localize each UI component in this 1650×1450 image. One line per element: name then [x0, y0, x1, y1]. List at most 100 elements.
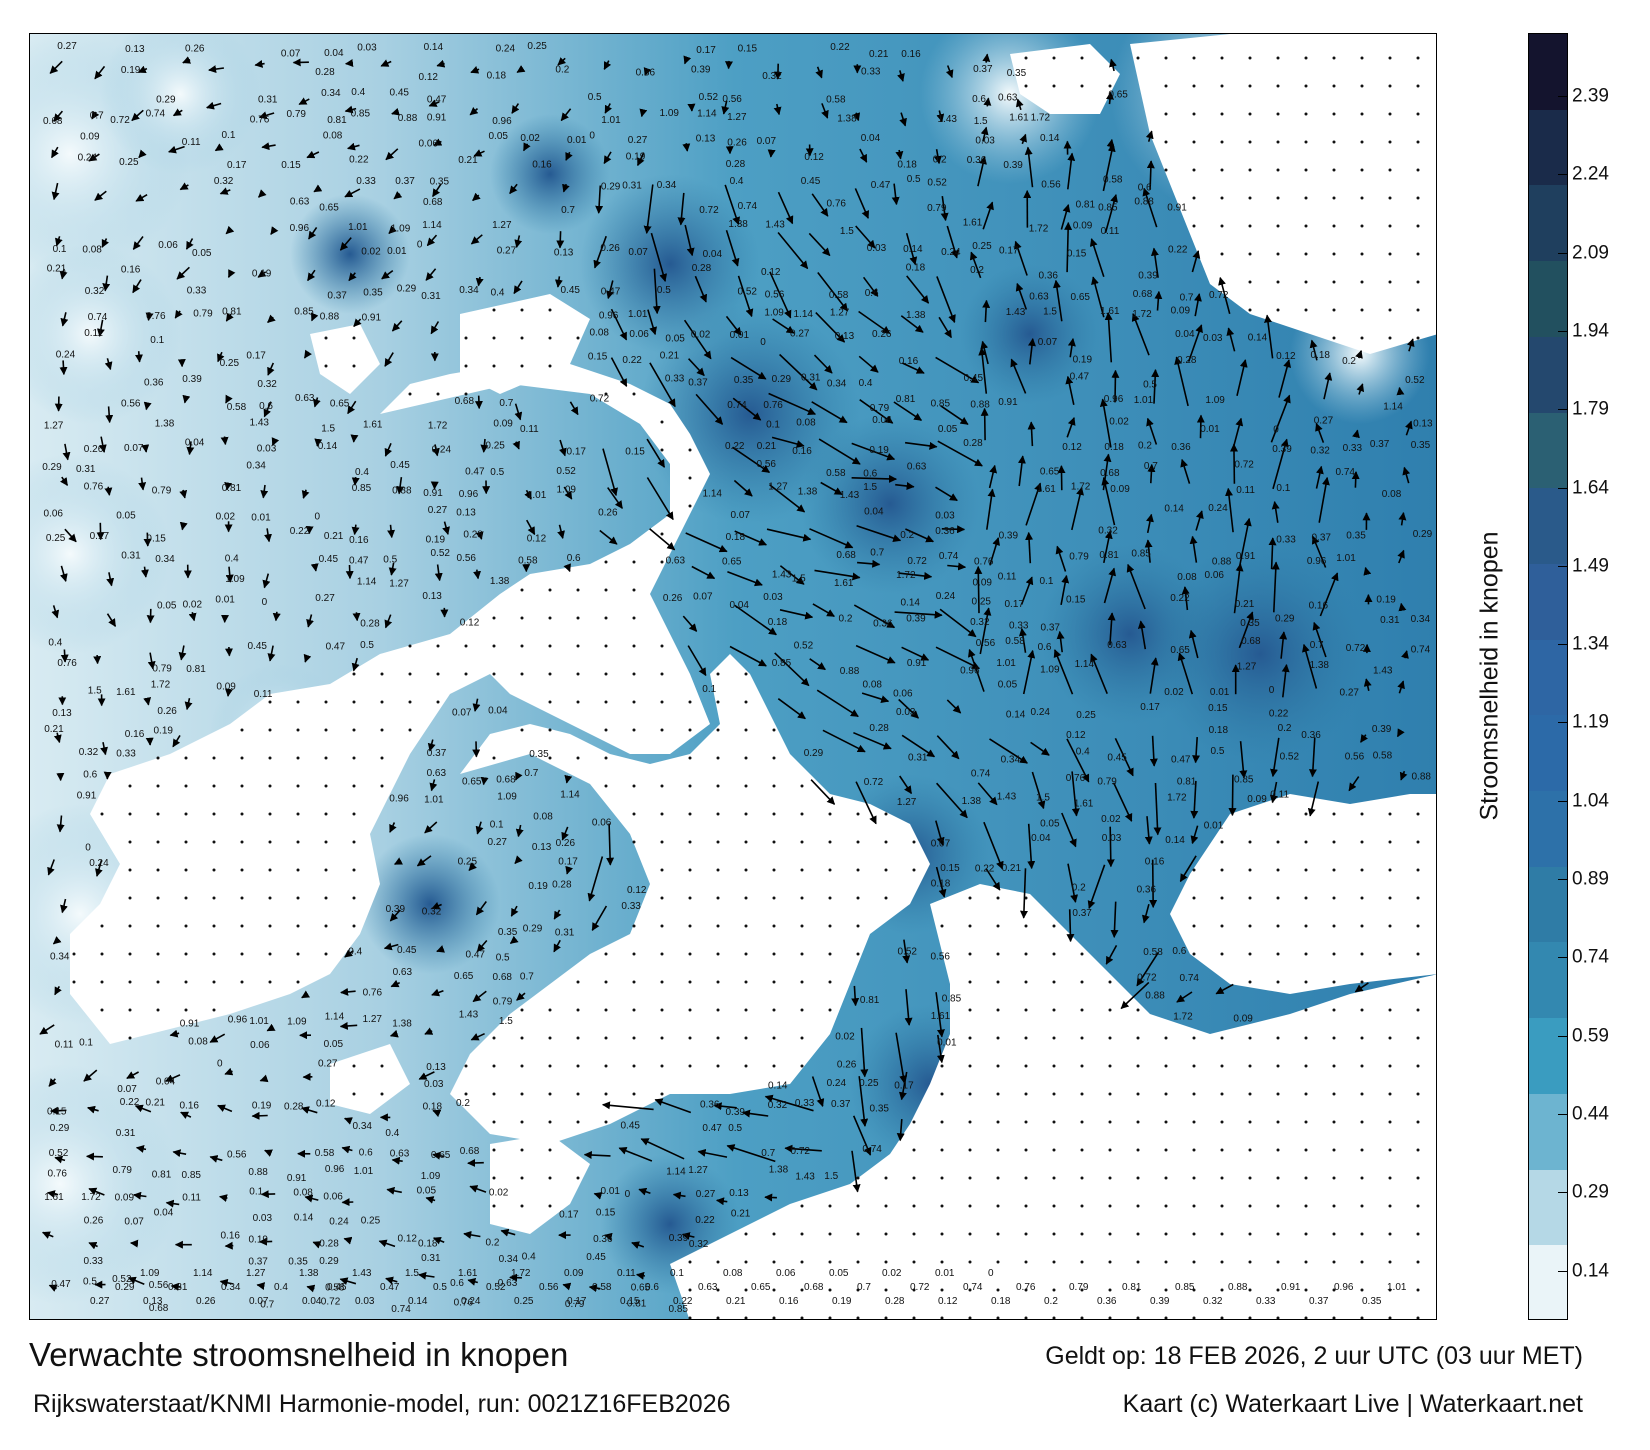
current-arrow [1238, 611, 1254, 649]
grid-dot [1332, 924, 1336, 928]
grid-dot [548, 1120, 552, 1124]
current-arrow [272, 611, 281, 622]
speed-value-label: 0.56 [931, 952, 951, 963]
grid-dot [492, 1148, 496, 1152]
speed-value-label: 0.79 [113, 1165, 133, 1176]
current-arrow [817, 272, 849, 312]
grid-dot [828, 924, 832, 928]
grid-dot [1164, 1316, 1168, 1319]
grid-dot [576, 672, 580, 676]
speed-value-label: 0.05 [324, 1039, 344, 1050]
speed-value-label: 0.63 [295, 393, 315, 404]
speed-value-label: 0.15 [588, 351, 608, 362]
speed-value-label: 0.74 [862, 1144, 882, 1155]
current-arrow [638, 1187, 651, 1196]
speed-value-label: 0.02 [361, 246, 381, 257]
grid-dot [632, 644, 636, 648]
grid-dot [1416, 840, 1420, 844]
speed-value-label: 0.32 [79, 747, 99, 758]
speed-value-label: 0.45 [390, 88, 410, 99]
current-arrow [643, 67, 652, 76]
speed-value-label: 0.31 [168, 1282, 188, 1293]
speed-value-label: 0.88 [1412, 771, 1432, 782]
grid-dot [436, 644, 440, 648]
speed-value-label: 0.29 [1275, 614, 1295, 625]
current-arrow [41, 1231, 54, 1239]
current-arrow [1114, 737, 1134, 777]
grid-dot [772, 896, 776, 900]
current-arrow [810, 779, 836, 805]
deep-channel-patch [360, 834, 500, 974]
grid-dot [1052, 1232, 1056, 1236]
grid-dot [212, 812, 216, 816]
grid-dot [1192, 1092, 1196, 1096]
grid-dot [912, 868, 916, 872]
current-arrow [1099, 398, 1112, 448]
current-arrow [1137, 620, 1147, 650]
speed-value-label: 0.96 [389, 794, 409, 805]
speed-value-label: 0.13 [729, 1188, 749, 1199]
speed-value-label: 0.31 [908, 753, 928, 764]
grid-dot [1360, 336, 1364, 340]
grid-dot [968, 1008, 972, 1012]
colorbar-tick-label: 2.39 [1572, 85, 1609, 107]
current-arrow [895, 149, 904, 160]
current-arrow [771, 436, 805, 448]
current-arrow [1351, 471, 1360, 488]
grid-dot [352, 756, 356, 760]
speed-value-label: 0.52 [898, 947, 918, 958]
grid-dot [1136, 1232, 1140, 1236]
current-arrow [854, 188, 870, 219]
grid-dot [1220, 868, 1224, 872]
current-arrow [522, 142, 531, 152]
grid-dot [996, 1316, 1000, 1319]
speed-value-label: 0.5 [1211, 746, 1225, 757]
grid-dot [856, 896, 860, 900]
speed-value-label: 0.18 [991, 1296, 1011, 1307]
current-speed-map[interactable]: 0.27 0.13 0.26 0.07 0.04 0.03 0.14 0.24 0.25 0.17… [29, 33, 1437, 1320]
current-arrow [386, 1186, 402, 1195]
speed-value-label: 0.37 [973, 64, 993, 75]
current-arrow [779, 353, 818, 391]
grid-dot [632, 1064, 636, 1068]
speed-value-label: 0.21 [731, 1209, 751, 1220]
grid-dot [128, 1036, 132, 1040]
grid-dot [1164, 1064, 1168, 1068]
speed-value-label: 0.35 [288, 1257, 308, 1268]
current-arrow [553, 939, 561, 953]
grid-dot [1164, 1232, 1168, 1236]
current-arrow [224, 481, 233, 491]
speed-value-label: 0.47 [465, 467, 485, 478]
grid-dot [856, 1232, 860, 1236]
current-arrow [777, 231, 809, 270]
speed-value-label: 0.27 [488, 837, 508, 848]
current-arrow [1102, 143, 1116, 192]
grid-dot [1276, 1120, 1280, 1124]
speed-value-label: 0.45 [801, 176, 821, 187]
current-arrow [947, 562, 967, 571]
current-arrow [516, 992, 526, 1001]
grid-dot [1024, 1036, 1028, 1040]
grid-dot [996, 980, 1000, 984]
grid-dot [1332, 308, 1336, 312]
speed-value-label: 0.4 [348, 946, 362, 957]
grid-dot [800, 1008, 804, 1012]
grid-dot [1220, 1148, 1224, 1152]
current-arrow [86, 1152, 103, 1161]
current-arrow [1398, 602, 1407, 612]
colorbar-tick-mark [1558, 800, 1568, 802]
speed-value-label: 0.29 [156, 94, 176, 105]
current-arrow [982, 53, 991, 63]
grid-dot [1052, 1260, 1056, 1264]
speed-value-label: 0.36 [967, 155, 987, 166]
speed-value-label: 0.21 [757, 441, 777, 452]
speed-value-label: 0.79 [1069, 552, 1089, 563]
current-arrow [95, 859, 103, 877]
grid-dot [240, 924, 244, 928]
speed-value-label: 1.27 [768, 481, 788, 492]
grid-dot [548, 644, 552, 648]
grid-dot [856, 1204, 860, 1208]
current-arrow [343, 1236, 353, 1245]
current-arrow [60, 476, 69, 486]
grid-dot [772, 728, 776, 732]
